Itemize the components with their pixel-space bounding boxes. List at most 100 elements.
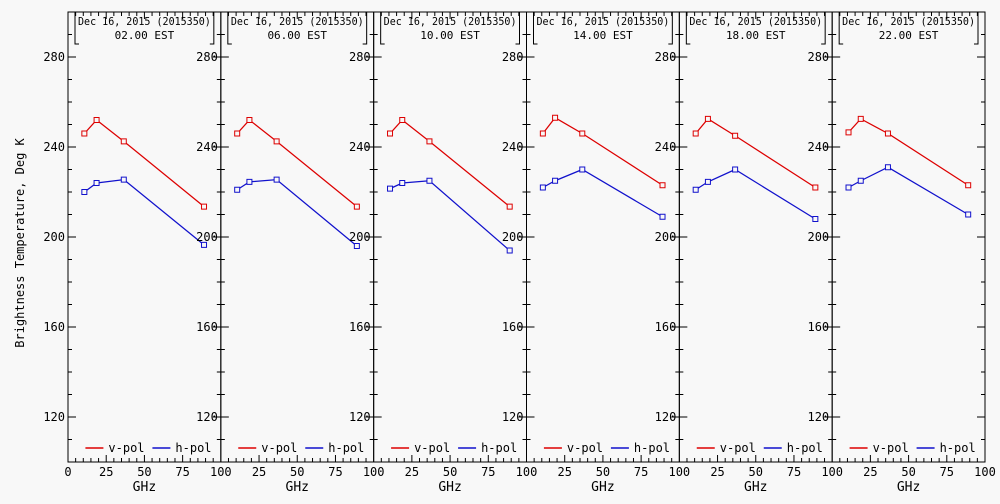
y-tick-label: 120 [196,410,218,424]
hpol-marker [273,176,280,183]
panel-title-time: 18.00 EST [726,29,786,42]
vpol-series-line [848,118,969,186]
panel-title-box [380,11,520,45]
vpol-marker [692,130,699,137]
vpol-marker [965,182,972,189]
legend-hpol-label: h-pol [175,441,211,455]
legend-hpol-label: h-pol [481,441,517,455]
y-tick-label: 240 [196,140,218,154]
panel-title-box [227,11,368,45]
vpol-series-line [695,118,816,189]
vpol-marker [506,203,513,210]
x-tick-label: 100 [210,465,232,479]
y-tick-label: 240 [349,140,371,154]
y-tick-label: 240 [502,140,524,154]
hpol-marker [506,247,513,254]
y-tick-label: 280 [349,50,371,64]
x-axis-title: GHz [897,480,920,495]
panel-title-date: Dec 16, 2015 (2015350) [689,15,822,28]
y-tick-label: 120 [349,410,371,424]
legend-hpol-label: h-pol [787,441,823,455]
vpol-marker [659,182,666,189]
hpol-series-line [848,166,969,216]
vpol-marker [845,129,852,136]
vpol-marker [120,138,127,145]
x-tick-label: 50 [443,465,457,479]
hpol-marker [965,211,972,218]
vpol-marker [399,117,406,123]
legend-hpol-label: h-pol [328,441,364,455]
x-tick-label: 25 [252,465,266,479]
hpol-marker [579,166,586,173]
y-tick-label: 240 [807,140,829,154]
x-axis-title: GHz [744,480,767,495]
y-tick-label: 120 [655,410,677,424]
x-tick-label: 75 [787,465,801,479]
x-tick-label: 100 [516,465,538,479]
panel-title-time: 02.00 EST [115,29,175,42]
y-tick-label: 240 [655,140,677,154]
vpol-marker [353,203,360,210]
hpol-series-line [389,180,511,251]
x-tick-label: 25 [99,465,113,479]
hpol-marker [399,180,406,186]
panel-title-date: Dec 16, 2015 (2015350) [842,15,975,28]
vpol-marker [539,130,546,137]
y-tick-label: 280 [43,50,65,64]
vpol-marker [201,203,208,210]
vpol-marker [552,114,559,121]
y-tick-label: 160 [502,320,524,334]
panel-4: 120 160 200 240 280 25 50 75 100 GHz Dec 16, 2015 … [655,11,843,495]
vpol-marker [81,130,88,137]
y-tick-label: 160 [349,320,371,334]
panel-title-time: 14.00 EST [573,29,633,42]
vpol-marker [234,130,241,137]
panel-1: 120 160 200 240 280 25 50 75 100 GHz Dec 16, 2015 … [196,11,385,495]
x-tick-label: 75 [175,465,189,479]
hpol-marker [884,164,891,171]
y-axis-title: Brightness Temperature, Deg K [13,137,27,347]
vpol-series-line [389,119,511,208]
x-axis-title: GHz [438,480,461,495]
hpol-marker [659,213,666,220]
legend-vpol-label: v-pol [414,441,450,455]
vpol-series-line [542,116,663,186]
hpol-series-line [83,178,205,246]
hpol-marker [732,166,739,173]
x-tick-label: 50 [901,465,915,479]
panel-5: 120 160 200 240 280 25 50 75 100 GHz Dec 16, 2015 … [807,11,996,495]
y-tick-label: 280 [502,50,524,64]
y-tick-label: 120 [807,410,829,424]
panel-title-time: 10.00 EST [420,29,480,42]
vpol-marker [93,117,100,123]
vpol-marker [884,130,891,137]
hpol-series-line [542,168,663,218]
y-tick-label: 160 [196,320,218,334]
y-tick-label: 120 [502,410,524,424]
y-tick-label: 280 [196,50,218,64]
x-tick-label: 25 [405,465,419,479]
x-tick-label: 50 [596,465,610,479]
hpol-series-line [236,178,358,247]
y-tick-label: 240 [43,140,65,154]
vpol-marker [426,138,433,145]
x-tick-label: 0 [64,465,71,479]
y-tick-label: 160 [43,320,65,334]
x-tick-label: 75 [634,465,648,479]
hpol-marker [845,184,852,191]
y-tick-label: 200 [807,230,829,244]
y-tick-label: 120 [43,410,65,424]
panel-title-time: 22.00 EST [879,29,939,42]
vpol-marker [246,117,253,123]
x-tick-label: 75 [328,465,342,479]
legend-hpol-label: h-pol [634,441,670,455]
hpol-marker [93,180,100,186]
x-axis-title: GHz [133,480,156,495]
hpol-marker [353,243,360,249]
panel-title-box [74,11,215,45]
y-tick-label: 160 [807,320,829,334]
y-tick-label: 200 [502,230,524,244]
